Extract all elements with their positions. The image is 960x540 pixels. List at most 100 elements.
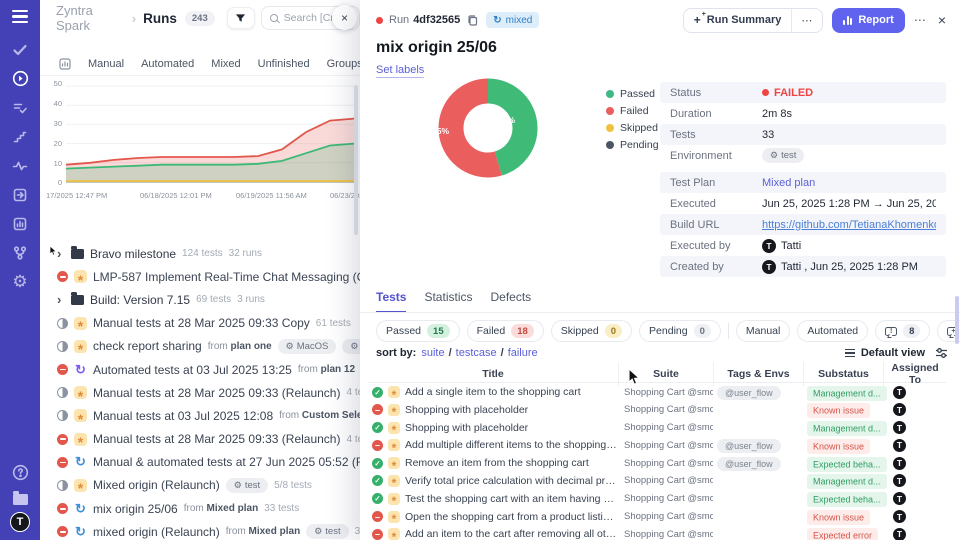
assignee-avatar[interactable]: T: [893, 438, 906, 452]
assignee-avatar[interactable]: T: [893, 456, 906, 470]
copy-icon[interactable]: [467, 14, 478, 26]
breadcrumb-app[interactable]: Zyntra Spark: [56, 3, 93, 33]
tab-mixed[interactable]: Mixed: [211, 57, 241, 70]
test-suite[interactable]: Shopping Cart @smoke ...: [624, 404, 713, 416]
right-scrollbar[interactable]: [955, 296, 959, 344]
assignee-avatar[interactable]: T: [893, 527, 906, 540]
test-suite[interactable]: Shopping Cart @smoke ...: [624, 528, 713, 540]
settings-gear-icon[interactable]: ⚙: [12, 271, 28, 291]
pulse-icon[interactable]: [0, 151, 40, 180]
test-suite[interactable]: Shopping Cart @smoke ...: [624, 475, 713, 487]
filter-pending-chip[interactable]: Pending 0: [639, 320, 721, 342]
breadcrumb-section[interactable]: Runs: [143, 10, 177, 26]
column-tags-envs[interactable]: Tags & Envs: [713, 362, 803, 386]
test-row[interactable]: Test the shopping cart with an item havi…: [368, 490, 946, 508]
run-list-item[interactable]: › Build: Version 7.15 from ⚙ ⚙ 69 tests …: [40, 288, 360, 311]
column-substatus[interactable]: Substatus: [803, 362, 883, 386]
run-list-item[interactable]: › check report sharing from plan one ⚙Ma…: [40, 335, 360, 358]
test-tag-chip[interactable]: @user_flow: [717, 386, 781, 400]
run-list-item[interactable]: › Mixed origin (Relaunch) from ⚙test ⚙ 5…: [40, 474, 360, 497]
tab-automated[interactable]: Automated: [141, 57, 195, 70]
run-summary-more-button[interactable]: ⋯: [791, 8, 822, 32]
view-settings-icon[interactable]: [935, 347, 948, 359]
test-row[interactable]: Verify total price calculation with deci…: [368, 472, 946, 490]
tab-groups[interactable]: Groups: [326, 57, 360, 70]
assignee-avatar[interactable]: T: [893, 474, 906, 488]
test-suite[interactable]: Shopping Cart @smoke ...: [624, 511, 713, 523]
tab-statistics[interactable]: Statistics: [424, 290, 473, 304]
run-list-item[interactable]: › Automated tests at 03 Jul 2025 13:25 f…: [40, 358, 360, 381]
assignee-avatar[interactable]: T: [893, 421, 906, 435]
test-substatus-chip[interactable]: Expected beha...: [807, 492, 887, 508]
run-list-item[interactable]: › mixed origin (Relaunch) from Mixed pla…: [40, 520, 360, 540]
run-list-item[interactable]: › Bravo milestone from ⚙ ⚙ 124 tests 32 …: [40, 242, 360, 265]
test-row[interactable]: Remove an item from the shopping cart Sh…: [368, 454, 946, 472]
test-substatus-chip[interactable]: Known issue: [807, 403, 871, 419]
test-substatus-chip[interactable]: Expected beha...: [807, 456, 887, 472]
build-url-link[interactable]: https://github.com/TetianaKhomenko/Load-…: [762, 218, 936, 231]
tab-defects[interactable]: Defects: [490, 290, 532, 304]
test-suite[interactable]: Shopping Cart @smoke ...: [624, 439, 713, 451]
test-suite[interactable]: Shopping Cart @smoke ...: [624, 386, 713, 398]
test-suite[interactable]: Shopping Cart @smoke ...: [624, 493, 713, 505]
sort-failure-link[interactable]: failure: [507, 347, 538, 359]
test-tag-chip[interactable]: @user_flow: [717, 439, 781, 454]
test-substatus-chip[interactable]: Management d...: [807, 385, 887, 401]
steps-icon[interactable]: [0, 122, 40, 151]
run-list-item[interactable]: › Manual & automated tests at 27 Jun 202…: [40, 451, 360, 474]
column-assigned-to[interactable]: Assigned To: [883, 362, 946, 386]
run-list-item[interactable]: › Manual tests at 28 Mar 2025 09:33 Copy…: [40, 312, 360, 335]
import-icon[interactable]: [0, 180, 40, 209]
filter-funnel-button[interactable]: [226, 7, 255, 29]
default-view-button[interactable]: Default view: [844, 347, 925, 359]
set-labels-link[interactable]: Set labels: [376, 64, 425, 78]
assignee-avatar[interactable]: T: [893, 492, 906, 506]
test-substatus-chip[interactable]: Known issue: [807, 438, 871, 454]
branches-icon[interactable]: [0, 238, 40, 267]
filter-skipped-chip[interactable]: Skipped 0: [550, 320, 633, 342]
sort-testcase-link[interactable]: testcase: [455, 347, 497, 359]
column-suite[interactable]: Suite: [618, 362, 713, 386]
chart-mini-icon[interactable]: [59, 57, 71, 70]
left-scrollbar[interactable]: [354, 85, 358, 235]
filter-passed-chip[interactable]: Passed 15: [376, 320, 460, 342]
test-substatus-chip[interactable]: Expected error: [807, 527, 879, 540]
test-suite[interactable]: Shopping Cart @smoke ...: [624, 422, 713, 434]
checks-icon[interactable]: [0, 35, 40, 64]
filter-failed-chip[interactable]: Failed 18: [466, 320, 544, 342]
test-row[interactable]: Open the shopping cart from a product li…: [368, 508, 946, 526]
run-list-item[interactable]: › Manual tests at 28 Mar 2025 09:33 (Rel…: [40, 381, 360, 404]
chevron-right-icon[interactable]: ›: [57, 246, 62, 262]
test-suite[interactable]: Shopping Cart @smoke ...: [624, 457, 713, 469]
comments-filter-chip[interactable]: ! 8: [875, 320, 931, 342]
filter-manual-chip[interactable]: Manual: [735, 320, 791, 342]
tab-manual[interactable]: Manual: [88, 57, 125, 70]
tab-unfinished[interactable]: Unfinished: [257, 57, 310, 70]
menu-icon[interactable]: [12, 10, 28, 24]
runs-icon[interactable]: [0, 64, 40, 93]
filter-automated-chip[interactable]: Automated: [797, 320, 869, 342]
report-button[interactable]: Report: [832, 7, 905, 33]
test-row[interactable]: Add a single item to the shopping cart S…: [368, 383, 946, 401]
run-list-item[interactable]: › Manual tests at 28 Mar 2025 09:33 (Rel…: [40, 428, 360, 451]
test-row[interactable]: Shopping with placeholder Shopping Cart …: [368, 419, 946, 437]
tab-tests[interactable]: Tests: [376, 290, 407, 313]
test-row[interactable]: Add multiple different items to the shop…: [368, 436, 946, 454]
test-plan-link[interactable]: Mixed plan: [762, 176, 816, 189]
test-row[interactable]: Add an item to the cart after removing a…: [368, 525, 946, 540]
test-cases-icon[interactable]: [0, 93, 40, 122]
chevron-right-icon[interactable]: ›: [57, 292, 62, 308]
run-list-item[interactable]: › Manual tests at 03 Jul 2025 12:08 from…: [40, 404, 360, 427]
test-substatus-chip[interactable]: Management d...: [807, 474, 887, 490]
column-title[interactable]: Title: [482, 368, 504, 380]
test-substatus-chip[interactable]: Known issue: [807, 510, 871, 526]
assignee-avatar[interactable]: T: [893, 510, 906, 524]
run-list-item[interactable]: › LMP-587 Implement Real-Time Chat Messa…: [40, 265, 360, 288]
close-search-button[interactable]: ×: [332, 5, 357, 30]
close-panel-button[interactable]: ×: [937, 12, 946, 28]
run-summary-button[interactable]: +Run Summary: [684, 9, 792, 32]
run-list-item[interactable]: › mix origin 25/06 from Mixed plan ⚙ ⚙ 3…: [40, 497, 360, 520]
test-row[interactable]: Shopping with placeholder Shopping Cart …: [368, 401, 946, 419]
user-avatar[interactable]: T: [10, 512, 30, 532]
analytics-icon[interactable]: [0, 209, 40, 238]
